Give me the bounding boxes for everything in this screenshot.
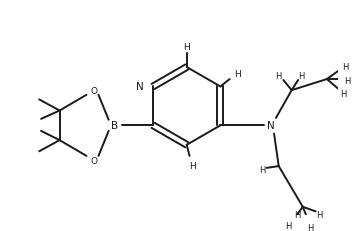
Text: N: N (267, 121, 275, 131)
Text: B: B (111, 121, 118, 131)
Text: H: H (298, 72, 304, 81)
Text: H: H (342, 62, 349, 71)
Text: H: H (285, 221, 291, 230)
Text: H: H (189, 161, 196, 170)
Text: H: H (307, 223, 313, 231)
Text: H: H (259, 166, 265, 174)
Text: H: H (340, 90, 347, 99)
Text: O: O (90, 86, 97, 95)
Text: N: N (136, 82, 144, 92)
Text: O: O (90, 156, 97, 165)
Text: H: H (316, 210, 323, 219)
Text: H: H (234, 70, 240, 79)
Text: H: H (183, 43, 190, 52)
Text: H: H (344, 77, 350, 86)
Text: H: H (294, 210, 300, 219)
Text: H: H (276, 72, 282, 81)
